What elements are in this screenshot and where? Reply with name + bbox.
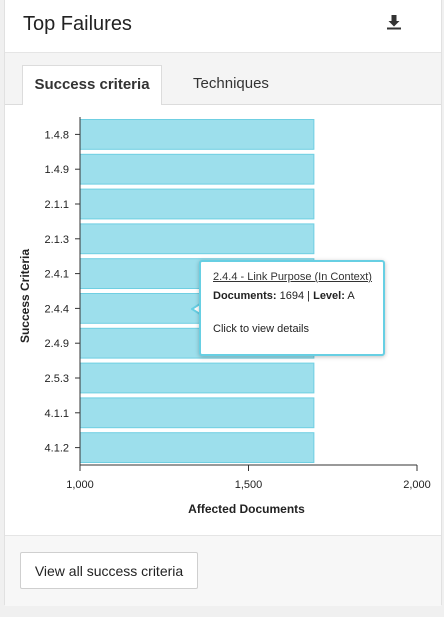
tooltip-documents-value: 1694 [279, 290, 305, 302]
bar-4.1.2[interactable] [79, 432, 315, 464]
x-tick-label: 2,000 [403, 479, 431, 491]
bar-2.5.3[interactable] [79, 362, 315, 394]
bar-1.4.8[interactable] [79, 119, 315, 150]
tooltip-level-label: Level: [313, 290, 345, 302]
panel-header: Top Failures [5, 0, 441, 53]
y-tick-label: 4.1.2 [45, 443, 69, 455]
tooltip-level-value: A [347, 290, 355, 302]
y-tick-label: 2.4.9 [45, 338, 69, 350]
panel-title: Top Failures [23, 13, 132, 35]
y-tick-label: 2.4.4 [45, 303, 69, 315]
tooltip-hint: Click to view details [213, 323, 309, 335]
y-tick-label: 2.1.1 [45, 199, 69, 211]
chart-tooltip[interactable]: 2.4.4 - Link Purpose (In Context) Docume… [199, 260, 385, 356]
y-tick-label: 1.4.8 [45, 129, 69, 141]
y-axis-label: Success Criteria [18, 249, 32, 343]
y-tick-label: 2.1.3 [45, 234, 69, 246]
x-tick-label: 1,500 [235, 479, 263, 491]
tooltip-details: Documents: 1694 | Level: A [213, 290, 355, 302]
top-failures-bar-chart: 1.4.8 1.4.9 2.1.1 2.1.3 2.4.1 2.4.4 2.4.9 2.5.3… [18, 117, 431, 516]
tab-success-criteria[interactable]: Success criteria [22, 65, 162, 105]
y-tick-label: 2.4.1 [45, 269, 69, 281]
panel-footer: View all success criteria [5, 535, 441, 606]
tooltip-title-link[interactable]: 2.4.4 - Link Purpose (In Context) [213, 271, 372, 283]
tab-techniques[interactable]: Techniques [193, 75, 269, 92]
tabs-bar: Success criteria Techniques [5, 53, 441, 105]
x-axis-label: Affected Documents [188, 502, 305, 516]
bar-2.1.1[interactable] [79, 188, 315, 220]
bar-2.1.3[interactable] [79, 223, 315, 255]
bar-4.1.1[interactable] [79, 397, 315, 429]
y-tick-label: 1.4.9 [45, 164, 69, 176]
view-all-success-criteria-button[interactable]: View all success criteria [20, 552, 198, 589]
bar-1.4.9[interactable] [79, 153, 315, 185]
tooltip-separator: | [307, 290, 311, 302]
tooltip-documents-label: Documents: [213, 290, 277, 302]
x-tick-label: 1,000 [66, 479, 94, 491]
y-tick-label: 2.5.3 [45, 373, 69, 385]
download-icon[interactable] [386, 13, 402, 31]
y-tick-label: 4.1.1 [45, 408, 69, 420]
